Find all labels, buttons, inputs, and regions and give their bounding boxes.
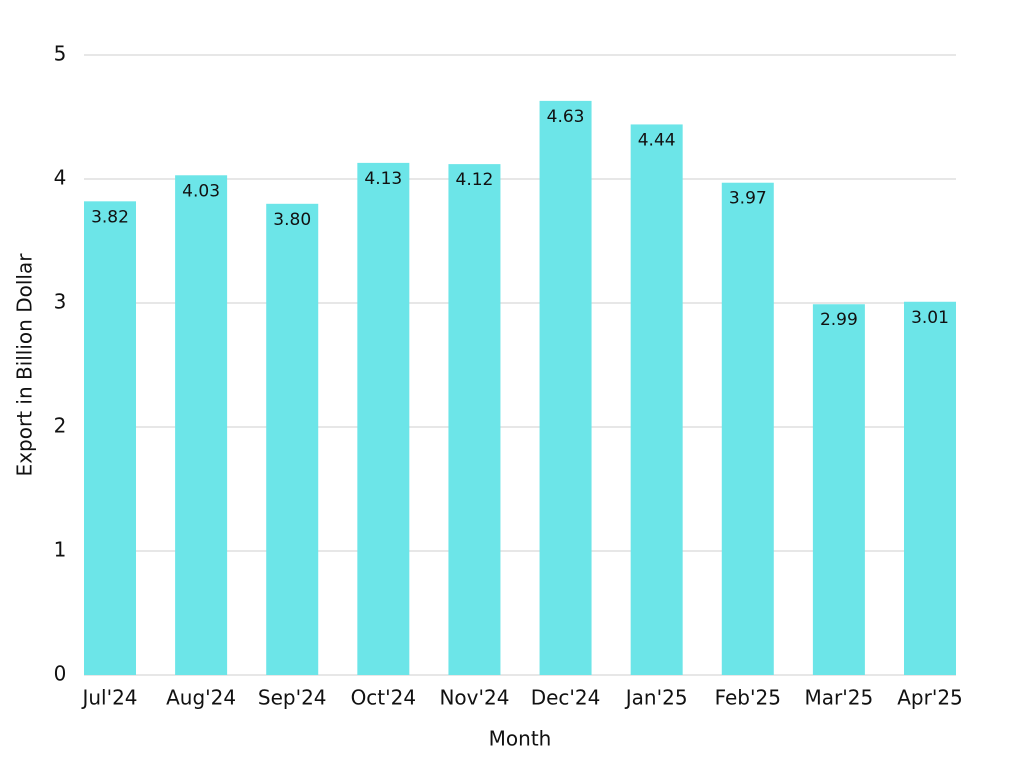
bar	[721, 182, 774, 675]
x-tick-label: Mar'25	[805, 686, 874, 710]
x-axis-title: Month	[489, 727, 552, 751]
value-label: 4.13	[364, 169, 402, 189]
y-tick-label: 1	[54, 538, 67, 562]
value-label: 2.99	[820, 310, 858, 330]
bar	[812, 304, 865, 675]
value-label: 3.82	[91, 207, 129, 227]
x-tick-label: Jul'24	[80, 686, 137, 710]
x-tick-label: Sep'24	[258, 686, 327, 710]
bar	[84, 201, 136, 675]
value-label: 4.44	[638, 130, 676, 150]
bar	[539, 100, 592, 675]
y-axis-title: Export in Billion Dollar	[13, 253, 37, 477]
bar	[448, 164, 501, 675]
value-label: 4.63	[547, 107, 585, 127]
value-label: 3.80	[273, 210, 311, 230]
y-tick-label: 3	[54, 290, 67, 314]
y-tick-label: 4	[54, 166, 67, 190]
value-label: 3.01	[911, 308, 949, 328]
x-tick-label: Nov'24	[439, 686, 509, 710]
x-tick-label: Apr'25	[897, 686, 963, 710]
value-label: 4.12	[456, 170, 494, 190]
y-tick-label: 5	[54, 42, 67, 66]
value-label: 3.97	[729, 189, 767, 209]
value-label: 4.03	[182, 181, 220, 201]
y-tick-label: 2	[54, 414, 67, 438]
bar	[266, 203, 319, 676]
x-tick-label: Dec'24	[531, 686, 601, 710]
x-tick-label: Oct'24	[351, 686, 417, 710]
x-tick-label: Jan'25	[624, 686, 688, 710]
x-tick-label: Aug'24	[166, 686, 236, 710]
bar	[904, 301, 956, 675]
bar	[630, 124, 683, 675]
y-tick-label: 0	[54, 662, 67, 686]
x-tick-label: Feb'25	[715, 686, 781, 710]
bar	[175, 175, 228, 675]
bar	[357, 162, 410, 675]
